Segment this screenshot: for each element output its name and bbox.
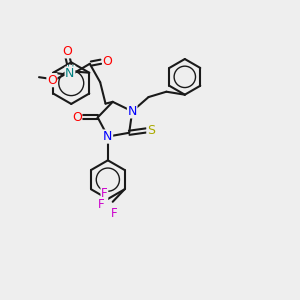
Text: O: O	[103, 55, 112, 68]
Text: N: N	[103, 130, 112, 143]
Text: O: O	[47, 74, 57, 87]
Text: N: N	[65, 67, 74, 80]
Text: S: S	[147, 124, 155, 137]
Text: F: F	[111, 207, 118, 220]
Text: N: N	[128, 105, 137, 118]
Text: F: F	[98, 198, 105, 211]
Text: O: O	[72, 111, 82, 124]
Text: O: O	[62, 45, 72, 58]
Text: F: F	[101, 187, 108, 200]
Text: H: H	[68, 65, 75, 75]
